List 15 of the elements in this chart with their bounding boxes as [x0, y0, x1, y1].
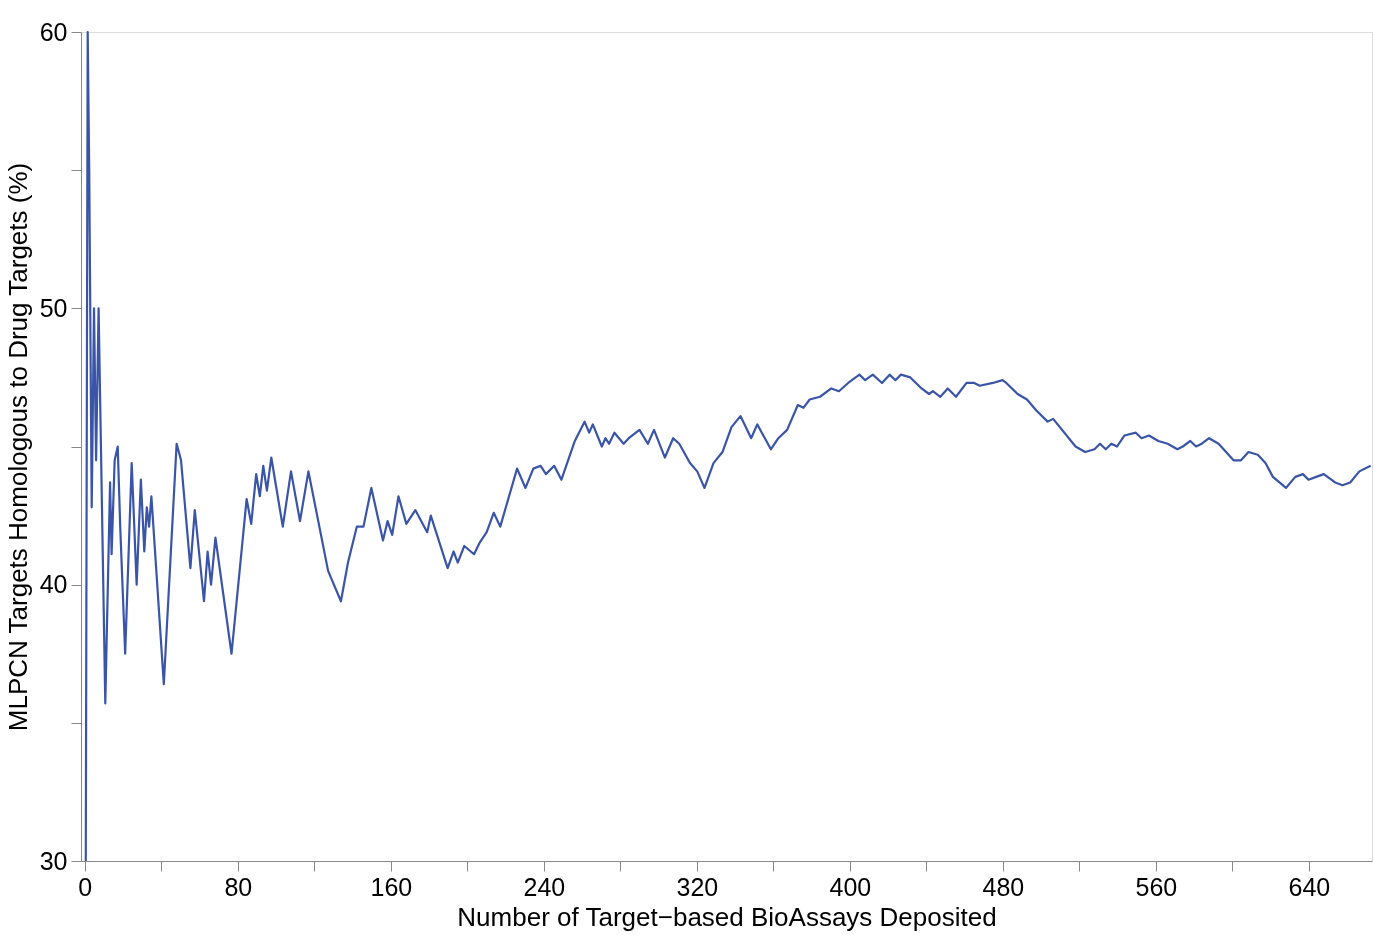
x-tick-label: 160: [370, 872, 413, 901]
x-tick-label: 560: [1135, 872, 1178, 901]
y-tick-label: 40: [39, 570, 68, 599]
x-tick-label: 320: [676, 872, 719, 901]
y-axis-title: MLPCN Targets Homologous to Drug Targets (%): [2, 162, 33, 732]
x-tick-label: 400: [829, 872, 872, 901]
x-tick-label: 0: [78, 872, 93, 901]
y-tick-label: 30: [39, 846, 68, 875]
y-tick-label: 60: [39, 17, 68, 46]
x-axis-title: Number of Target−based BioAssays Deposited: [457, 901, 997, 932]
x-tick-label: 80: [224, 872, 253, 901]
x-tick-label: 640: [1288, 872, 1331, 901]
x-tick-label: 240: [523, 872, 566, 901]
y-tick-label: 50: [39, 293, 68, 322]
x-tick-label: 480: [982, 872, 1025, 901]
